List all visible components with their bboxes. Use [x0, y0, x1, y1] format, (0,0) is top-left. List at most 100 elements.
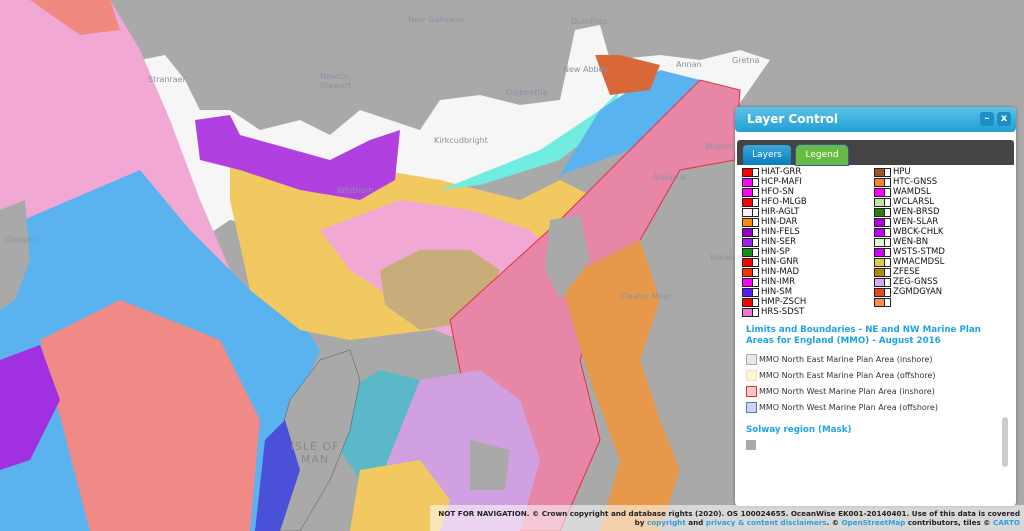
legend-swatch — [874, 227, 885, 237]
legend-item: WEN-BRSD — [869, 207, 1001, 217]
mmo-legend-item: MMO North East Marine Plan Area (offshor… — [746, 367, 1001, 383]
legend-tick — [753, 247, 759, 257]
legend-code: HRS-SDST — [761, 307, 805, 317]
legend-tick — [753, 167, 759, 177]
area-orange-coast — [560, 240, 680, 531]
area-yellow-south — [350, 460, 450, 531]
legend-tick — [753, 227, 759, 237]
copyright-link[interactable]: copyright — [646, 518, 686, 527]
legend-swatch — [742, 277, 753, 287]
legend-swatch — [742, 267, 753, 277]
legend-tick — [753, 237, 759, 247]
attribution-line-1: NOT FOR NAVIGATION. © Crown copyright an… — [438, 509, 1020, 518]
legend-code: WBCK-CHLK — [893, 227, 944, 237]
legend-item: WMACMDSL — [869, 257, 1001, 267]
legend-item: HIN-FELS — [737, 227, 869, 237]
legend-code: HIN-DAR — [761, 217, 798, 227]
legend-item: HIN-SM — [737, 287, 869, 297]
place-new-abbey: New Abbey — [563, 65, 609, 74]
legend-item: HIN-GNR — [737, 257, 869, 267]
attr-and: and — [688, 518, 704, 527]
mmo-legend-item: MMO North West Marine Plan Area (inshore… — [746, 383, 1001, 399]
legend-swatch — [742, 237, 753, 247]
legend-item: HIAT-GRR — [737, 167, 869, 177]
mmo-legend-item: MMO North West Marine Plan Area (offshor… — [746, 399, 1001, 415]
legend-item: WEN-SLAR — [869, 217, 1001, 227]
area-grey-island — [545, 215, 590, 300]
legend-item: WBCK-CHLK — [869, 227, 1001, 237]
legend-tick — [885, 197, 891, 207]
layer-control-header[interactable]: Layer Control – x — [735, 107, 1016, 132]
area-grey-south — [470, 440, 510, 490]
legend-tick — [885, 257, 891, 267]
legend-item: HIN-IMR — [737, 277, 869, 287]
tab-legend[interactable]: Legend — [795, 144, 849, 166]
legend-code: HPU — [893, 167, 911, 177]
place-annan: Annan — [676, 60, 702, 69]
carto-link[interactable]: CARTO — [992, 518, 1020, 527]
scrollbar[interactable] — [1002, 417, 1008, 467]
legend-tick — [753, 257, 759, 267]
legend-swatch — [874, 237, 885, 247]
legend-tick — [753, 187, 759, 197]
legend-swatch — [742, 287, 753, 297]
legend-tick — [753, 217, 759, 227]
layer-control-panel: Layer Control – x Layers Legend HIAT-GRR… — [735, 107, 1016, 506]
attr-by: by — [634, 518, 645, 527]
legend-code: HIN-SM — [761, 287, 793, 297]
place-cleator-moor: Cleator Moor — [620, 292, 672, 301]
legend-code: HIN-MAD — [761, 267, 800, 277]
legend-item: WAMDSL — [869, 187, 1001, 197]
legend-item: HTC-GNSS — [869, 177, 1001, 187]
place-whithorn: Whithorn — [337, 186, 374, 195]
legend-tick — [885, 297, 891, 307]
place-keswick: Keswick — [710, 253, 742, 262]
area-purple-coast — [195, 115, 400, 200]
minimize-button[interactable]: – — [980, 112, 994, 126]
disclaimers-link[interactable]: privacy & content disclaimers — [705, 518, 827, 527]
mmo-swatch — [746, 369, 757, 381]
legend-tick — [753, 177, 759, 187]
place-newton-stewart: Newton Stewart — [320, 72, 352, 90]
legend-item: HCP-MAFI — [737, 177, 869, 187]
legend-swatch — [874, 177, 885, 187]
legend-swatch — [742, 197, 753, 207]
legend-swatch — [874, 297, 885, 307]
tab-layers[interactable]: Layers — [743, 145, 791, 165]
legend-code: ZGMDGYAN — [893, 287, 943, 297]
legend-code: WSTS-STMD — [893, 247, 945, 257]
section-title-mask: Solway region (Mask) — [746, 425, 852, 435]
legend-tick — [885, 277, 891, 287]
mmo-legend-item: MMO North East Marine Plan Area (inshore… — [746, 351, 1001, 367]
place-gretna: Gretna — [732, 56, 760, 65]
legend-code: WEN-BRSD — [893, 207, 940, 217]
legend-swatch-list: HIAT-GRR HCP-MAFI HFO-SN HFO-MLGB HIR-AGLT HI… — [737, 167, 1001, 317]
legend-swatch — [742, 247, 753, 257]
openstreetmap-link[interactable]: OpenStreetMap — [841, 518, 906, 527]
mmo-swatch — [746, 353, 757, 365]
place-wigton: Wigton — [705, 142, 734, 151]
legend-item: HIN-SP — [737, 247, 869, 257]
mmo-label: MMO North West Marine Plan Area (offshor… — [759, 402, 938, 412]
close-button[interactable]: x — [997, 112, 1011, 126]
legend-tick — [885, 217, 891, 227]
legend-item: WCLARSL — [869, 197, 1001, 207]
legend-item: HIN-DAR — [737, 217, 869, 227]
legend-swatch — [742, 167, 753, 177]
legend-item: ZFESE — [869, 267, 1001, 277]
area-purple-west — [0, 345, 60, 470]
legend-swatch — [742, 187, 753, 197]
legend-code: WEN-BN — [893, 237, 929, 247]
legend-swatch — [742, 177, 753, 187]
place-dalbeattie: Dalbeattie — [506, 88, 548, 97]
legend-code: HIAT-GRR — [761, 167, 802, 177]
legend-swatch — [742, 257, 753, 267]
legend-swatch — [874, 167, 885, 177]
place-kirkcudbright: Kirkcudbright — [434, 136, 488, 145]
legend-tick — [885, 187, 891, 197]
legend-tick — [753, 297, 759, 307]
mmo-label: MMO North East Marine Plan Area (inshore… — [759, 354, 933, 364]
legend-tick — [885, 267, 891, 277]
legend-tick — [885, 177, 891, 187]
